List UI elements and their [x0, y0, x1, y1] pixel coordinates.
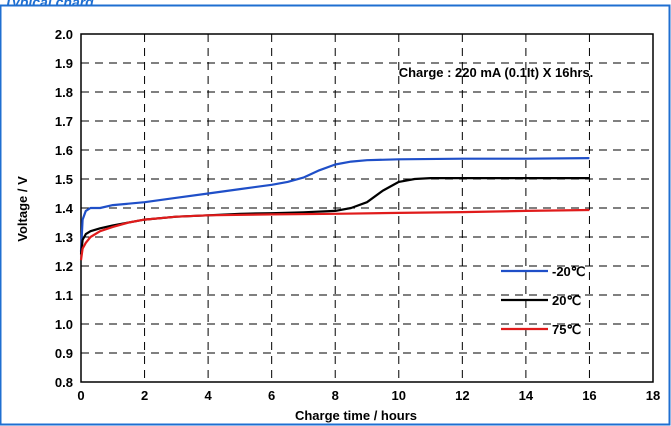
y-tick-label: 2.0: [55, 27, 73, 42]
charge-condition-annotation: Charge : 220 mA (0.1It) X 16hrs.: [399, 65, 594, 80]
y-tick-label: 1.5: [55, 172, 73, 187]
y-tick-label: 0.8: [55, 375, 73, 390]
series-line: [79, 157, 590, 252]
y-tick-label: 1.8: [55, 85, 73, 100]
series-line: [79, 208, 590, 261]
series-lines: [79, 157, 590, 261]
x-tick-label: 0: [77, 388, 84, 403]
x-tick-label: 14: [519, 388, 534, 403]
legend: -20℃ 20℃ 75℃: [501, 264, 585, 337]
x-axis-label: Charge time / hours: [295, 408, 417, 423]
y-tick-label: 1.4: [55, 201, 74, 216]
y-axis-label: Voltage / V: [15, 176, 30, 242]
x-tick-label: 12: [455, 388, 469, 403]
x-tick-labels: 0 2 4 6 8 10 12 14 16 18: [77, 388, 660, 403]
x-tick-label: 10: [392, 388, 406, 403]
y-tick-label: 1.9: [55, 56, 73, 71]
y-tick-labels: 0.8 0.9 1.0 1.1 1.2 1.3 1.4 1.5 1.6 1.7 1.8 1.9 2.0: [55, 27, 74, 390]
legend-entry: 75℃: [552, 322, 581, 337]
x-tick-label: 8: [332, 388, 339, 403]
y-tick-label: 1.1: [55, 288, 73, 303]
x-tick-label: 16: [582, 388, 596, 403]
x-tick-label: 2: [141, 388, 148, 403]
y-tick-label: 1.7: [55, 114, 73, 129]
y-tick-label: 0.9: [55, 346, 73, 361]
legend-entry: 20℃: [552, 293, 581, 308]
y-tick-label: 1.6: [55, 143, 73, 158]
x-tick-label: 18: [646, 388, 660, 403]
legend-entry: -20℃: [552, 264, 585, 279]
y-tick-label: 1.0: [55, 317, 73, 332]
series-line: [79, 177, 590, 255]
y-tick-label: 1.3: [55, 230, 73, 245]
y-tick-label: 1.2: [55, 259, 73, 274]
x-tick-label: 4: [204, 388, 212, 403]
x-tick-label: 6: [268, 388, 275, 403]
